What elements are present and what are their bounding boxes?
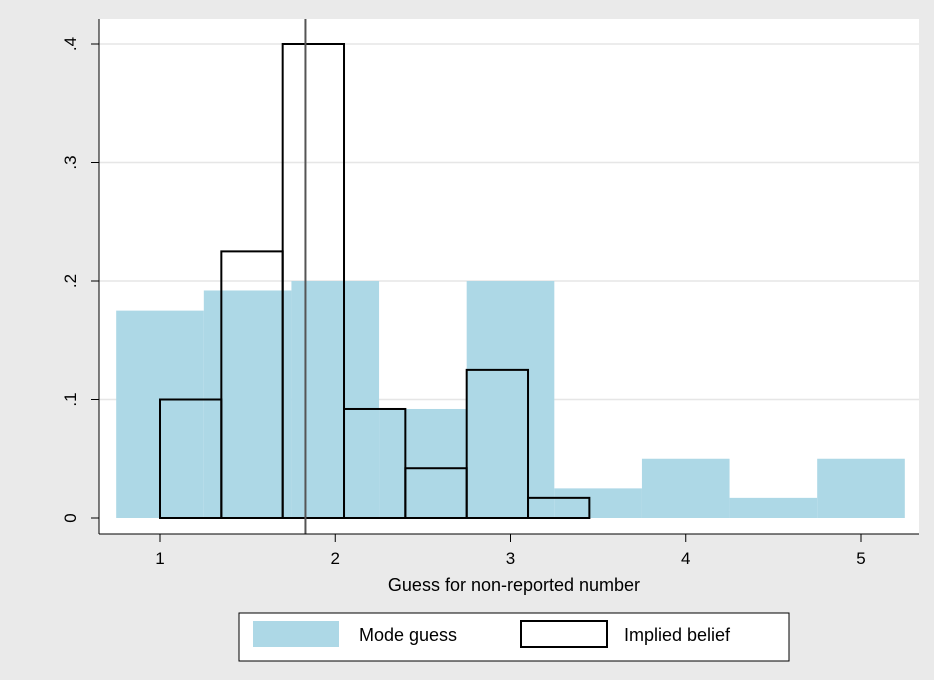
y-tick-label-1: .1 [61, 392, 80, 406]
implied-belief-bar-5 [465, 368, 530, 519]
implied-belief-bar-3 [343, 407, 407, 520]
mode-guess-bar-7 [729, 497, 818, 518]
x-tick-label-3: 4 [681, 549, 690, 568]
legend: Mode guess Implied belief [238, 612, 790, 662]
x-tick-label-0: 1 [155, 549, 164, 568]
y-tick-label-0: 0 [61, 513, 80, 522]
x-axis-title: Guess for non-reported number [388, 575, 640, 595]
y-tick-label-4: .4 [61, 37, 80, 51]
legend-label-mode-guess: Mode guess [359, 625, 457, 645]
mode-guess-bar-3 [379, 408, 467, 518]
y-axis-ticks: 0 .1 .2 .3 .4 [61, 37, 99, 523]
legend-swatch-mode-guess [253, 621, 339, 647]
axes [98, 19, 919, 535]
y-tick-label-2: .2 [61, 274, 80, 288]
mode-guess-bar-1 [203, 290, 292, 518]
legend-label-implied-belief: Implied belief [624, 625, 731, 645]
x-tick-label-1: 2 [331, 549, 340, 568]
mode-guess-bar-5 [554, 488, 642, 518]
x-axis-ticks: 1 2 3 4 5 [155, 534, 866, 568]
y-tick-label-3: .3 [61, 155, 80, 169]
implied-belief-bar-2 [281, 43, 346, 519]
mode-guess-bar-4 [466, 281, 555, 518]
mode-guess-bar-6 [641, 458, 730, 518]
implied-belief-bar-6 [527, 496, 591, 520]
implied-belief-bars [159, 43, 591, 520]
x-tick-label-2: 3 [506, 549, 515, 568]
mode-guess-bar-8 [817, 458, 905, 518]
legend-swatch-implied-belief [520, 620, 608, 648]
x-tick-label-4: 5 [856, 549, 865, 568]
